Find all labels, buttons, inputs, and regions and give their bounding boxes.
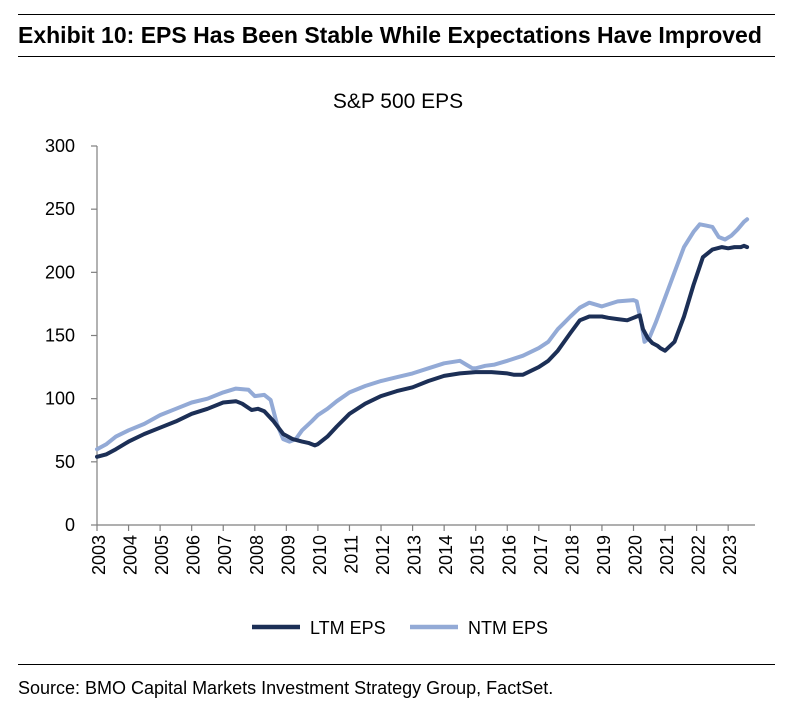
y-axis: 0 50 100 150 200 250 300 [45, 136, 98, 535]
legend-label-ltm: LTM EPS [310, 618, 386, 638]
x-tick-label: 2006 [184, 535, 204, 575]
y-tick-label: 250 [45, 199, 75, 219]
x-tick-label: 2018 [562, 535, 582, 575]
ltm-eps-line [95, 243, 750, 459]
legend: LTM EPS NTM EPS [252, 618, 548, 638]
x-tick-label: 2019 [594, 535, 614, 575]
x-tick-label: 2011 [341, 535, 361, 574]
exhibit-title: Exhibit 10: EPS Has Been Stable While Ex… [18, 22, 762, 48]
legend-label-ntm: NTM EPS [468, 618, 548, 638]
y-tick-label: 0 [65, 515, 75, 535]
y-tick-label: 50 [55, 452, 75, 472]
x-tick-label: 2007 [215, 535, 235, 575]
x-tick-label: 2009 [278, 535, 298, 575]
x-tick-label: 2008 [247, 535, 267, 575]
x-tick-label: 2015 [468, 535, 488, 575]
x-tick-label: 2005 [152, 535, 172, 575]
x-tick-label: 2013 [405, 535, 425, 575]
title-underline [18, 56, 775, 57]
x-tick-label: 2004 [121, 535, 141, 575]
x-tick-label: 2012 [373, 535, 393, 575]
x-tick-label: 2021 [657, 535, 677, 575]
y-tick-label: 100 [45, 389, 75, 409]
y-tick-label: 300 [45, 136, 75, 156]
x-tick-label: 2016 [499, 535, 519, 575]
ntm-eps-line [95, 217, 750, 452]
y-tick-label: 200 [45, 262, 75, 282]
x-tick-label: 2010 [310, 535, 330, 575]
x-tick-label: 2014 [436, 535, 456, 575]
top-rule [18, 14, 775, 15]
y-tick-label: 150 [45, 326, 75, 346]
bottom-rule [18, 664, 775, 665]
x-axis: 2003 2004 2005 2006 2007 2008 2009 2010 2011 2012… [89, 524, 755, 575]
x-tick-label: 2017 [531, 535, 551, 575]
source-note: Source: BMO Capital Markets Investment S… [18, 678, 554, 698]
series-lines [95, 217, 750, 459]
x-tick-label: 2003 [89, 535, 109, 575]
x-tick-label: 2020 [625, 535, 645, 575]
x-tick-label: 2022 [689, 535, 709, 575]
x-tick-label: 2023 [720, 535, 740, 575]
chart-title: S&P 500 EPS [333, 90, 463, 113]
